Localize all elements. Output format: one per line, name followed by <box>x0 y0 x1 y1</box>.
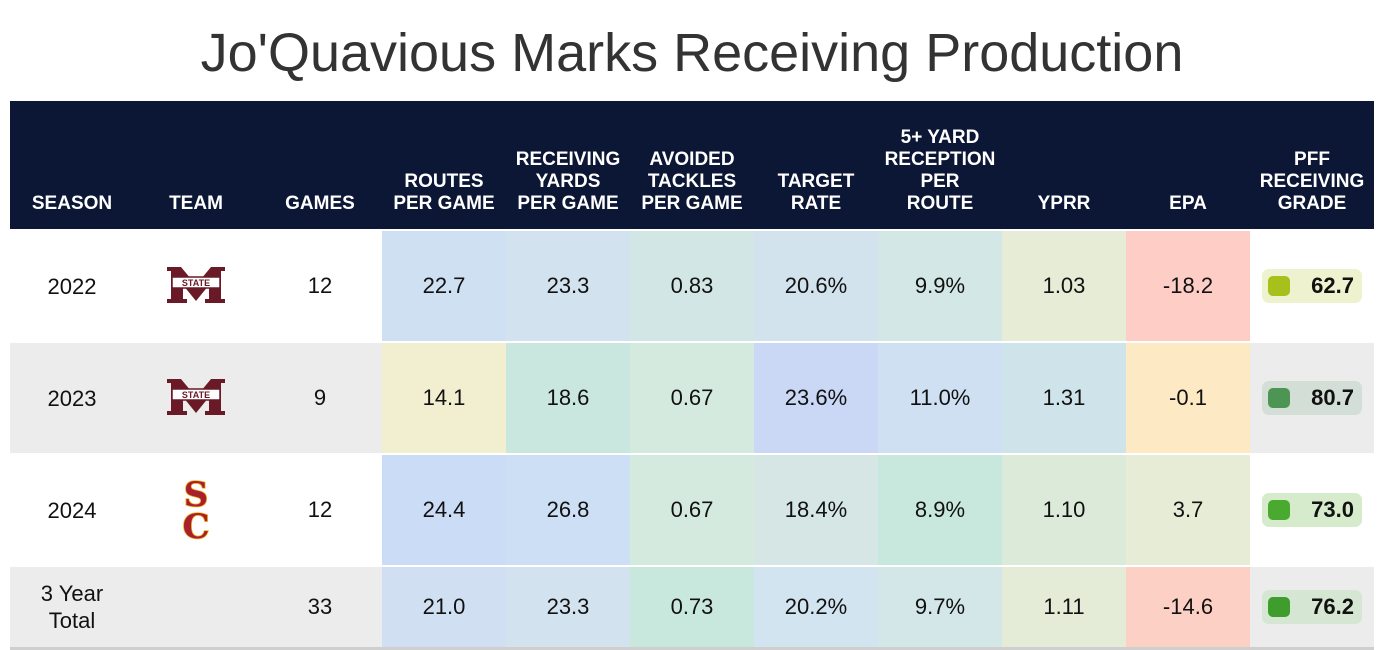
svg-text:STATE: STATE <box>182 278 210 288</box>
grade-indicator-icon <box>1268 276 1290 296</box>
header-five-plus-reception-per-route: 5+ YARD RECEPTION PER ROUTE <box>878 101 1002 230</box>
team-cell: STATE <box>134 229 258 342</box>
header-routes-per-game: ROUTES PER GAME <box>382 101 506 230</box>
target-rate-cell: 20.6% <box>754 229 878 342</box>
grade-value: 62.7 <box>1311 273 1354 298</box>
grade-cell: 62.7 <box>1250 229 1374 342</box>
svg-text:C: C <box>182 507 209 542</box>
table-row-total: 3 Year Total 33 21.0 23.3 0.73 20.2% 9.7… <box>10 565 1374 650</box>
epa-cell: -0.1 <box>1126 341 1250 454</box>
five-plus-per-route-cell: 11.0% <box>878 341 1002 454</box>
routes-per-game-cell: 24.4 <box>382 453 506 566</box>
grade-value: 76.2 <box>1311 594 1354 619</box>
receiving-yards-per-game-cell: 23.3 <box>506 565 630 650</box>
receiving-stats-table: SEASON TEAM GAMES ROUTES PER GAME RECEIV… <box>10 101 1374 650</box>
yprr-cell: 1.11 <box>1002 565 1126 650</box>
receiving-yards-per-game-cell: 23.3 <box>506 229 630 342</box>
header-games: GAMES <box>258 101 382 230</box>
season-cell: 2022 <box>10 229 134 342</box>
usc-logo: S C <box>171 472 221 548</box>
season-cell: 3 Year Total <box>10 565 134 650</box>
target-rate-cell: 18.4% <box>754 453 878 566</box>
table-row-2024: 2024 S C 12 24.4 26.8 0.67 18.4% 8.9% 1.… <box>10 453 1374 566</box>
table-row-2023: 2023 STATE 9 14.1 18.6 0.67 23.6% 11.0% … <box>10 341 1374 454</box>
grade-badge: 76.2 <box>1262 590 1362 624</box>
team-cell: STATE <box>134 341 258 454</box>
games-cell: 33 <box>258 565 382 650</box>
avoided-tackles-per-game-cell: 0.73 <box>630 565 754 650</box>
header-season: SEASON <box>10 101 134 230</box>
yprr-cell: 1.10 <box>1002 453 1126 566</box>
header-target-rate: TARGET RATE <box>754 101 878 230</box>
target-rate-cell: 20.2% <box>754 565 878 650</box>
yprr-cell: 1.03 <box>1002 229 1126 342</box>
five-plus-per-route-cell: 9.7% <box>878 565 1002 650</box>
season-cell: 2024 <box>10 453 134 566</box>
mississippi-state-logo: STATE <box>163 373 229 423</box>
grade-badge: 73.0 <box>1262 493 1362 527</box>
yprr-cell: 1.31 <box>1002 341 1126 454</box>
five-plus-per-route-cell: 9.9% <box>878 229 1002 342</box>
grade-cell: 73.0 <box>1250 453 1374 566</box>
epa-cell: 3.7 <box>1126 453 1250 566</box>
games-cell: 9 <box>258 341 382 454</box>
target-rate-cell: 23.6% <box>754 341 878 454</box>
svg-text:STATE: STATE <box>182 390 210 400</box>
epa-cell: -14.6 <box>1126 565 1250 650</box>
grade-indicator-icon <box>1268 388 1290 408</box>
avoided-tackles-per-game-cell: 0.67 <box>630 341 754 454</box>
avoided-tackles-per-game-cell: 0.83 <box>630 229 754 342</box>
games-cell: 12 <box>258 229 382 342</box>
receiving-yards-per-game-cell: 18.6 <box>506 341 630 454</box>
header-team: TEAM <box>134 101 258 230</box>
header-yprr: YPRR <box>1002 101 1126 230</box>
grade-cell: 80.7 <box>1250 341 1374 454</box>
header-row: SEASON TEAM GAMES ROUTES PER GAME RECEIV… <box>10 101 1374 230</box>
games-cell: 12 <box>258 453 382 566</box>
team-cell: S C <box>134 453 258 566</box>
header-avoided-tackles-per-game: AVOIDED TACKLES PER GAME <box>630 101 754 230</box>
svg-text:S: S <box>184 475 209 515</box>
mississippi-state-logo: STATE <box>163 261 229 311</box>
page-title: Jo'Quavious Marks Receiving Production <box>200 23 1184 83</box>
header-receiving-yards-per-game: RECEIVING YARDS PER GAME <box>506 101 630 230</box>
header-pff-receiving-grade: PFF RECEIVING GRADE <box>1250 101 1374 230</box>
team-cell <box>134 565 258 650</box>
five-plus-per-route-cell: 8.9% <box>878 453 1002 566</box>
grade-cell: 76.2 <box>1250 565 1374 650</box>
routes-per-game-cell: 21.0 <box>382 565 506 650</box>
table-row-2022: 2022 STATE 12 22.7 23.3 0.83 20.6% 9.9% … <box>10 229 1374 342</box>
season-cell: 2023 <box>10 341 134 454</box>
routes-per-game-cell: 14.1 <box>382 341 506 454</box>
routes-per-game-cell: 22.7 <box>382 229 506 342</box>
grade-indicator-icon <box>1268 500 1290 520</box>
grade-value: 73.0 <box>1311 497 1354 522</box>
receiving-yards-per-game-cell: 26.8 <box>506 453 630 566</box>
header-epa: EPA <box>1126 101 1250 230</box>
grade-value: 80.7 <box>1311 385 1354 410</box>
grade-badge: 62.7 <box>1262 269 1362 303</box>
epa-cell: -18.2 <box>1126 229 1250 342</box>
grade-indicator-icon <box>1268 597 1290 617</box>
avoided-tackles-per-game-cell: 0.67 <box>630 453 754 566</box>
grade-badge: 80.7 <box>1262 381 1362 415</box>
